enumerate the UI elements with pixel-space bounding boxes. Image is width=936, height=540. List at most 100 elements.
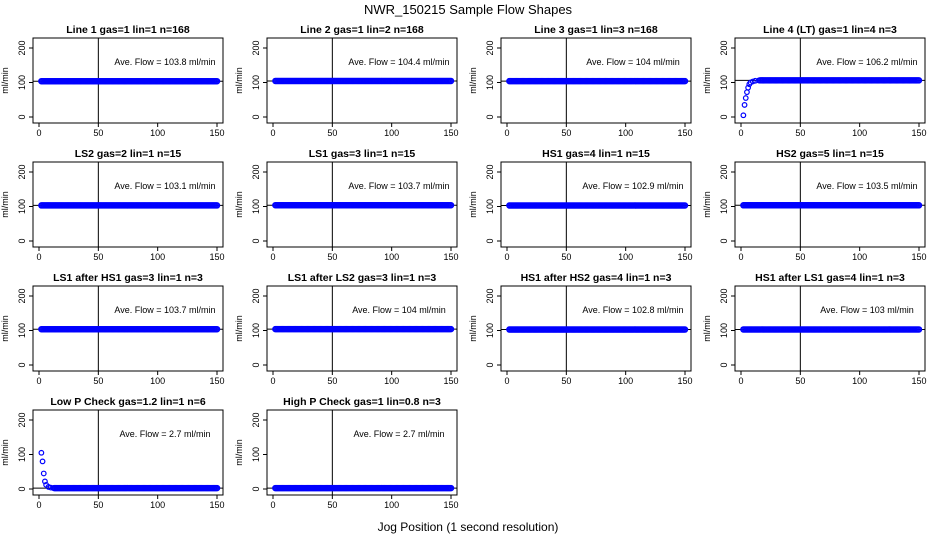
- x-tick-label: 0: [738, 376, 743, 386]
- data-point: [42, 478, 48, 485]
- data-points: [740, 326, 923, 333]
- x-tick-label: 150: [209, 128, 224, 138]
- y-tick-label: 200: [251, 40, 261, 55]
- plot-frame: [266, 285, 458, 372]
- figure-xlabel: Jog Position (1 second resolution): [378, 520, 559, 534]
- y-tick-label: 100: [719, 75, 729, 90]
- plot-frame: [266, 409, 458, 496]
- x-tick-label: 0: [270, 376, 275, 386]
- y-tick-label: 200: [17, 164, 27, 179]
- panel-title: LS1 after LS2 gas=3 lin=1 n=3: [288, 272, 437, 284]
- panel-title: Line 2 gas=1 lin=2 n=168: [300, 24, 424, 36]
- data-points: [506, 202, 689, 209]
- y-tick-label: 0: [485, 238, 495, 243]
- y-tick-label: 200: [719, 40, 729, 55]
- chart-panel-10: LS1 after LS2 gas=3 lin=1 n=3 ml/min 0 50 10…: [234, 272, 459, 386]
- x-tick-label: 0: [738, 252, 743, 262]
- x-tick-label: 100: [618, 128, 633, 138]
- average-flow-annotation: Ave. Flow = 103.7 ml/min: [114, 305, 215, 315]
- x-tick-label: 50: [795, 252, 805, 262]
- data-points: [38, 325, 221, 333]
- y-tick-label: 200: [17, 412, 27, 427]
- data-point: [740, 112, 747, 119]
- panel-title: LS2 gas=2 lin=1 n=15: [75, 148, 182, 160]
- data-point: [681, 326, 689, 333]
- y-tick-label: 100: [17, 75, 27, 90]
- x-tick-label: 0: [270, 128, 275, 138]
- y-axis-label: ml/min: [0, 439, 10, 466]
- x-tick-label: 100: [618, 252, 633, 262]
- x-tick-label: 50: [795, 376, 805, 386]
- x-tick-label: 100: [852, 376, 867, 386]
- y-tick-label: 100: [485, 323, 495, 338]
- average-flow-annotation: Ave. Flow = 103.8 ml/min: [114, 57, 215, 67]
- x-tick-label: 50: [93, 376, 103, 386]
- y-tick-label: 0: [719, 362, 729, 367]
- data-point: [681, 77, 689, 85]
- data-points: [38, 202, 221, 209]
- chart-panel-2: Line 2 gas=1 lin=2 n=168 ml/min 0 50 100 150 0…: [234, 24, 459, 138]
- y-tick-label: 100: [719, 323, 729, 338]
- plot-frame: [734, 285, 926, 372]
- y-tick-label: 100: [719, 199, 729, 214]
- panel-title: HS2 gas=5 lin=1 n=15: [776, 148, 884, 160]
- x-tick-label: 50: [561, 376, 571, 386]
- x-tick-label: 150: [911, 376, 926, 386]
- y-axis-label: ml/min: [234, 315, 244, 342]
- y-tick-label: 0: [17, 486, 27, 491]
- x-tick-label: 150: [677, 128, 692, 138]
- data-point: [744, 89, 750, 96]
- plot-frame: [500, 161, 692, 248]
- y-axis-label: ml/min: [468, 191, 478, 218]
- x-tick-label: 100: [150, 500, 165, 510]
- x-tick-label: 150: [911, 252, 926, 262]
- y-tick-label: 200: [719, 288, 729, 303]
- y-axis-label: ml/min: [0, 67, 10, 94]
- y-tick-label: 100: [485, 199, 495, 214]
- x-tick-label: 100: [852, 252, 867, 262]
- plot-frame: [500, 37, 692, 124]
- chart-panel-8: HS2 gas=5 lin=1 n=15 ml/min 0 50 100 150 0 100 2…: [702, 148, 927, 262]
- x-tick-label: 50: [93, 500, 103, 510]
- x-tick-label: 50: [327, 500, 337, 510]
- panel-title: Line 3 gas=1 lin=3 n=168: [534, 24, 658, 36]
- chart-panel-1: Line 1 gas=1 lin=1 n=168 ml/min 0 50 100 150 0…: [0, 24, 225, 138]
- plot-frame: [32, 161, 224, 248]
- x-tick-label: 150: [443, 376, 458, 386]
- y-axis-label: ml/min: [234, 191, 244, 218]
- x-tick-label: 50: [795, 128, 805, 138]
- y-tick-label: 200: [17, 40, 27, 55]
- y-tick-label: 0: [17, 238, 27, 243]
- y-tick-label: 100: [17, 199, 27, 214]
- average-flow-annotation: Ave. Flow = 103.5 ml/min: [816, 181, 917, 191]
- plot-frame: [32, 285, 224, 372]
- data-points: [740, 77, 923, 119]
- data-point: [40, 470, 47, 477]
- average-flow-annotation: Ave. Flow = 106.2 ml/min: [816, 57, 917, 67]
- y-axis-label: ml/min: [702, 191, 712, 218]
- x-tick-label: 150: [443, 128, 458, 138]
- chart-panel-9: LS1 after HS1 gas=3 lin=1 n=3 ml/min 0 50 10…: [0, 272, 225, 386]
- y-tick-label: 0: [719, 238, 729, 243]
- x-tick-label: 50: [327, 128, 337, 138]
- panel-title: Line 4 (LT) gas=1 lin=4 n=3: [763, 24, 897, 36]
- chart-panel-3: Line 3 gas=1 lin=3 n=168 ml/min 0 50 100 150 0…: [468, 24, 693, 138]
- y-tick-label: 200: [485, 164, 495, 179]
- average-flow-annotation: Ave. Flow = 2.7 ml/min: [119, 429, 210, 439]
- x-tick-label: 50: [327, 252, 337, 262]
- average-flow-annotation: Ave. Flow = 104 ml/min: [352, 305, 446, 315]
- y-tick-label: 200: [251, 288, 261, 303]
- average-flow-annotation: Ave. Flow = 2.7 ml/min: [353, 429, 444, 439]
- chart-panel-5: LS2 gas=2 lin=1 n=15 ml/min 0 50 100 150 0 100 2…: [0, 148, 225, 262]
- chart-panel-11: HS1 after HS2 gas=4 lin=1 n=3 ml/min 0 50 10…: [468, 272, 693, 386]
- y-tick-label: 0: [17, 114, 27, 119]
- panel-title: HS1 after HS2 gas=4 lin=1 n=3: [521, 272, 672, 284]
- data-point: [915, 326, 923, 333]
- plot-frame: [32, 409, 224, 496]
- y-tick-label: 100: [251, 447, 261, 462]
- data-points: [38, 449, 221, 492]
- x-tick-label: 100: [384, 128, 399, 138]
- average-flow-annotation: Ave. Flow = 103 ml/min: [820, 305, 914, 315]
- x-tick-label: 100: [618, 376, 633, 386]
